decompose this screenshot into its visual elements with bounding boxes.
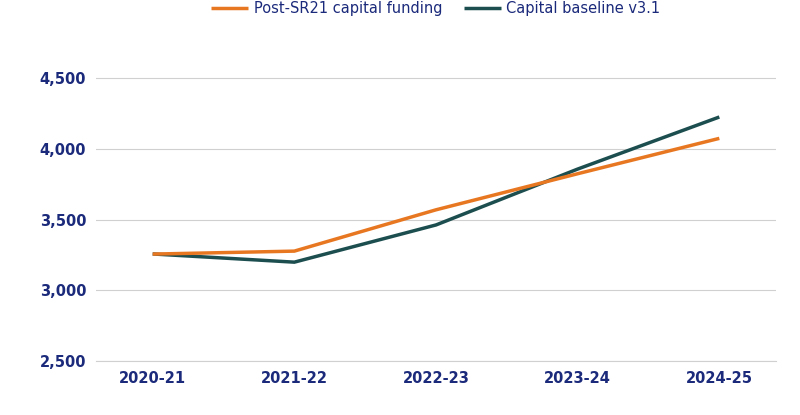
Post-SR21 capital funding: [290, 249, 299, 254]
Capital baseline v3.1: [148, 251, 158, 256]
Capital baseline v3.1: [714, 115, 724, 120]
Capital baseline v3.1: [573, 166, 582, 171]
Post-SR21 capital funding: [573, 171, 582, 176]
Legend: Post-SR21 capital funding, Capital baseline v3.1: Post-SR21 capital funding, Capital basel…: [206, 0, 666, 22]
Post-SR21 capital funding: [148, 251, 158, 256]
Capital baseline v3.1: [431, 222, 441, 227]
Line: Post-SR21 capital funding: Post-SR21 capital funding: [153, 138, 719, 254]
Capital baseline v3.1: [290, 260, 299, 265]
Post-SR21 capital funding: [714, 136, 724, 141]
Post-SR21 capital funding: [431, 208, 441, 212]
Line: Capital baseline v3.1: Capital baseline v3.1: [153, 117, 719, 262]
